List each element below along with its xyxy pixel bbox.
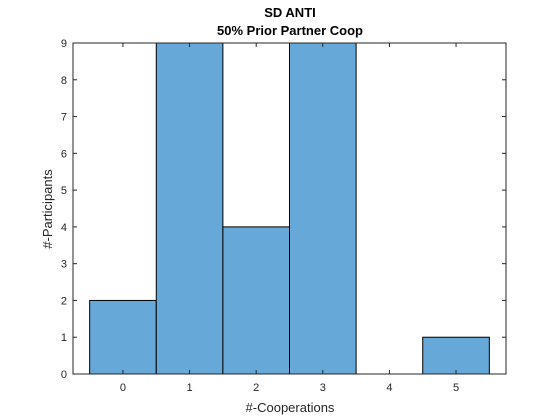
y-tick-label: 2 [61,295,67,307]
chart-subtitle: 50% Prior Partner Coop [217,23,363,38]
y-tick-label: 3 [61,259,67,271]
bar-3 [289,42,357,375]
plot-frame [72,42,507,375]
y-tick-label: 0 [61,369,67,381]
y-tick-label: 9 [61,38,67,50]
y-tick-label: 8 [61,75,67,87]
bar-2 [222,226,290,375]
x-tick-label: 0 [120,382,126,394]
y-tick-label: 5 [61,185,67,197]
bars-group [89,42,490,375]
y-axis-label: #-Participants [40,169,55,249]
x-tick-label: 3 [320,382,326,394]
x-tick-label: 5 [453,382,459,394]
bar-1 [155,42,224,375]
y-tick-label: 1 [61,332,67,344]
x-tick-label: 1 [187,382,193,394]
y-tick-label: 4 [61,222,67,234]
x-tick-label: 2 [253,382,259,394]
bar-0 [89,299,157,375]
y-tick-label: 6 [61,148,67,160]
x-tick-label: 4 [386,382,392,394]
y-axis: 0 1 2 3 4 5 6 7 8 9 [61,38,506,381]
y-tick-label: 7 [61,112,67,124]
chart-title: SD ANTI [264,5,316,20]
x-axis-label: #-Cooperations [246,400,335,415]
bar-5 [422,336,490,375]
x-axis: 0 1 2 3 4 5 [120,43,459,394]
